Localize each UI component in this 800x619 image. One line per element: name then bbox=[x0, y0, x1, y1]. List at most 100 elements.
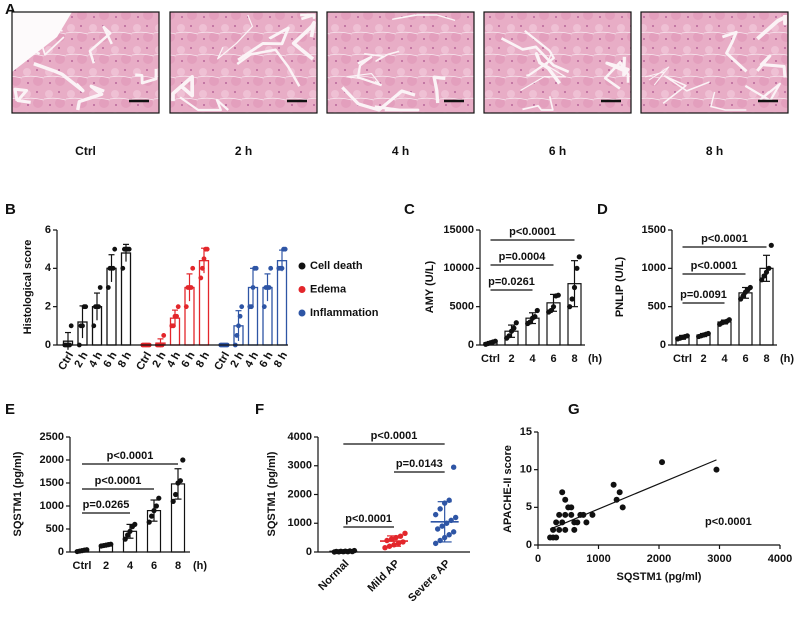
fit-line bbox=[549, 459, 717, 530]
data-point bbox=[237, 313, 243, 319]
data-point bbox=[177, 478, 183, 484]
y-tick-label: 4 bbox=[45, 262, 52, 274]
y-axis-label: PNLIP (U/L) bbox=[614, 257, 626, 318]
data-point bbox=[91, 323, 97, 329]
bar bbox=[198, 260, 210, 346]
x-tick-label: 2 bbox=[700, 353, 706, 365]
data-point bbox=[112, 246, 118, 252]
x-tick-label: 8 h bbox=[194, 350, 212, 370]
tissue-gap bbox=[291, 20, 316, 61]
x-tick-label: Severe AP bbox=[406, 558, 453, 605]
tissue-gap bbox=[756, 54, 787, 78]
data-point bbox=[236, 323, 241, 329]
data-point bbox=[261, 304, 267, 310]
data-point bbox=[146, 519, 152, 525]
tissue-gap bbox=[522, 96, 554, 111]
data-point bbox=[180, 457, 186, 463]
data-point bbox=[126, 246, 132, 252]
y-tick-label: 1000 bbox=[288, 517, 312, 529]
data-point bbox=[432, 511, 439, 518]
data-point bbox=[763, 269, 770, 275]
data-point bbox=[249, 304, 254, 310]
tissue-gap bbox=[756, 15, 787, 41]
y-tick-label: 2000 bbox=[288, 488, 312, 500]
tissue-gap bbox=[300, 13, 316, 21]
legend-label: Edema bbox=[310, 283, 347, 295]
comparison-label: p<0.0001 bbox=[701, 233, 748, 245]
y-tick-label: 15000 bbox=[443, 224, 474, 236]
panel-label: B bbox=[5, 201, 16, 218]
data-point bbox=[576, 254, 582, 260]
x-tick-label: 1000 bbox=[586, 553, 610, 565]
panel-label: G bbox=[568, 401, 580, 418]
x-tick-label: 4 bbox=[127, 560, 134, 572]
y-tick-label: 1500 bbox=[40, 477, 64, 489]
x-tick-label: 0 bbox=[535, 553, 541, 565]
x-tick-label: Ctrl bbox=[481, 353, 500, 365]
image-caption: 4 h bbox=[392, 144, 409, 158]
tissue-gap bbox=[374, 105, 420, 112]
histology-image bbox=[170, 12, 317, 113]
tissue-gap bbox=[645, 66, 670, 86]
x-tick-label: 6 bbox=[151, 560, 157, 572]
tissue-gap bbox=[710, 91, 747, 111]
data-point bbox=[548, 307, 554, 314]
data-point bbox=[571, 526, 578, 533]
data-point bbox=[188, 285, 194, 290]
data-point bbox=[747, 284, 753, 291]
y-axis-label: APACHE-II score bbox=[502, 445, 514, 533]
tissue-gap bbox=[237, 26, 290, 62]
data-point bbox=[170, 498, 176, 504]
legend-marker bbox=[298, 309, 306, 317]
y-axis-label: SQSTM1 (pg/ml) bbox=[266, 451, 278, 536]
comparison-label: p=0.0004 bbox=[499, 251, 547, 263]
x-tick-label: 6 bbox=[550, 353, 556, 365]
x-tick-label: Ctrl bbox=[673, 353, 692, 365]
tissue-gap bbox=[13, 87, 31, 104]
y-tick-label: 15 bbox=[520, 426, 532, 438]
comparison-label: p=0.0091 bbox=[680, 289, 727, 301]
data-point bbox=[234, 333, 240, 338]
data-point bbox=[97, 285, 103, 290]
image-frame bbox=[640, 11, 789, 114]
histology-images: Ctrl 2 h 4 h 6 h 8 h bbox=[11, 11, 789, 158]
tissue-gap bbox=[534, 52, 562, 85]
x-tick-label: Ctrl bbox=[73, 560, 92, 572]
data-point bbox=[171, 323, 176, 329]
x-tick-label: 2 bbox=[508, 353, 514, 365]
data-point bbox=[183, 304, 189, 310]
tissue-gap bbox=[500, 37, 570, 74]
data-point bbox=[619, 504, 626, 511]
data-point bbox=[96, 304, 101, 310]
data-point bbox=[768, 242, 774, 248]
data-point bbox=[766, 265, 772, 271]
tissue-gap bbox=[346, 72, 381, 86]
data-point bbox=[740, 293, 746, 299]
data-point bbox=[452, 514, 459, 521]
comparison-label: p=0.0261 bbox=[488, 276, 535, 288]
panel-label: F bbox=[255, 401, 264, 418]
tissue-gap bbox=[392, 14, 456, 22]
data-point bbox=[120, 265, 126, 271]
data-point bbox=[684, 333, 690, 339]
data-point bbox=[239, 304, 245, 310]
x-tick-label: 3000 bbox=[707, 553, 731, 565]
data-point bbox=[200, 265, 205, 271]
tissue-gap bbox=[432, 75, 446, 104]
y-axis-label: SQSTM1 (pg/ml) bbox=[12, 451, 24, 536]
data-point bbox=[83, 304, 89, 310]
comparison-label: p<0.0001 bbox=[345, 513, 392, 525]
x-tick-label: 8 h bbox=[272, 350, 290, 370]
tissue-gap bbox=[662, 75, 710, 104]
x-tick-label: 4000 bbox=[768, 553, 792, 565]
data-point bbox=[713, 466, 720, 473]
x-axis-label: (h) bbox=[780, 353, 794, 365]
y-axis-label: Histological score bbox=[22, 240, 34, 335]
data-point bbox=[553, 534, 560, 541]
data-point bbox=[68, 323, 74, 329]
histology-image bbox=[327, 12, 474, 113]
data-point bbox=[80, 323, 85, 329]
x-tick-label: 4 bbox=[529, 353, 536, 365]
x-axis-label: (h) bbox=[588, 353, 602, 365]
